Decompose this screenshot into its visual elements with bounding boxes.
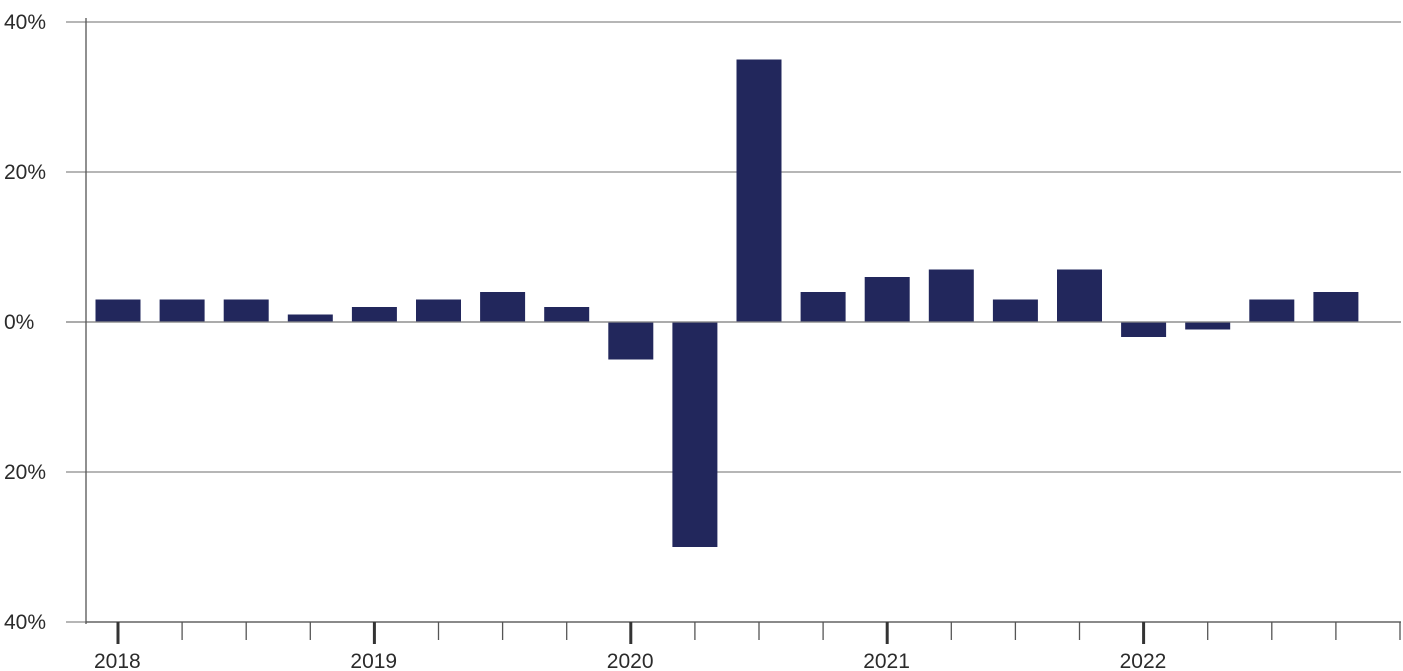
bar-q3-2021 <box>992 299 1038 322</box>
x-ticks: 2018 2019 2020 2021 2022 <box>94 622 1401 671</box>
y-tick-label: 20% <box>4 161 46 184</box>
bar-q2-2021 <box>928 269 974 322</box>
bar-q1-2019 <box>351 307 397 322</box>
bars <box>95 59 1359 547</box>
bar-q4-2021 <box>1057 269 1102 322</box>
y-tick-label: 0% <box>4 311 34 334</box>
y-tick-labels: 40% 20% 0% 20% 40% <box>4 11 46 634</box>
x-tick-label-year: 2018 <box>94 650 141 671</box>
x-tick-label-year: 2020 <box>607 650 654 671</box>
bar-q4-2020 <box>800 292 846 322</box>
bar-q3-2022 <box>1249 299 1295 322</box>
bar-q2-2022 <box>1185 322 1231 330</box>
bar-q4-2018 <box>287 314 333 322</box>
x-tick-label-year: 2019 <box>350 650 397 671</box>
bar-q1-2020 <box>608 322 654 360</box>
x-tick-label-year: 2022 <box>1120 650 1167 671</box>
y-tick-label: 20% <box>4 461 46 484</box>
bar-q3-2019 <box>480 292 526 322</box>
bar-q4-2022 <box>1313 292 1359 322</box>
bar-q3-2020 <box>736 59 782 322</box>
bar-q1-2022 <box>1121 322 1167 337</box>
bar-q2-2020 <box>672 322 718 547</box>
bar-q1-2021 <box>864 277 910 322</box>
bar-q1-2018 <box>95 299 141 322</box>
bar-q3-2018 <box>223 299 269 322</box>
x-tick-label-year: 2021 <box>863 650 910 671</box>
bar-q2-2018 <box>159 299 205 322</box>
bar-q2-2019 <box>416 299 461 322</box>
axes <box>66 18 1401 624</box>
bar-q4-2019 <box>544 307 590 322</box>
y-tick-label: 40% <box>4 611 46 634</box>
y-tick-label: 40% <box>4 11 46 34</box>
